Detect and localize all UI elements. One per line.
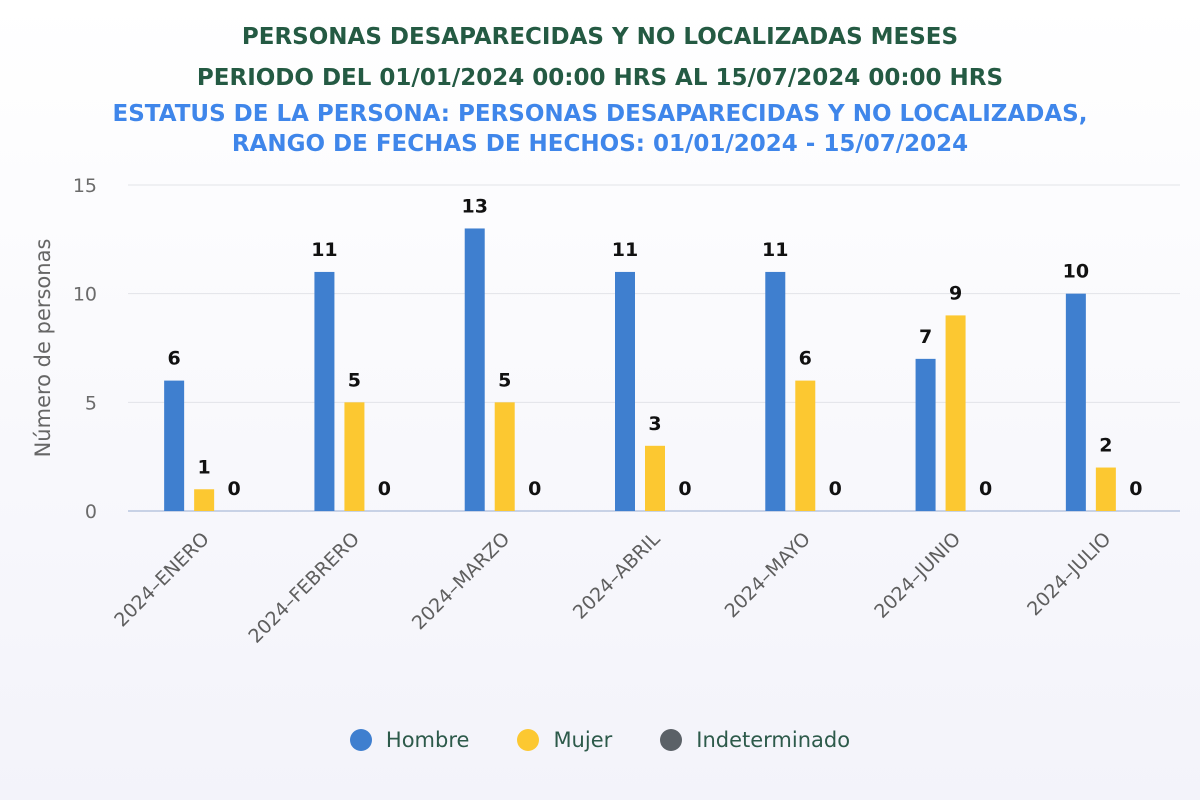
x-tick-label: 2024–JUNIO: [870, 528, 965, 623]
y-tick-label: 5: [85, 392, 97, 414]
data-label: 11: [311, 239, 337, 261]
bar-mujer[interactable]: [795, 380, 816, 511]
bar-mujer[interactable]: [494, 402, 515, 511]
data-label: 11: [612, 239, 638, 261]
legend-item-indeterminado[interactable]: Indeterminado: [660, 728, 850, 752]
data-label: 0: [378, 478, 391, 500]
legend-label: Mujer: [553, 728, 613, 752]
data-label: 0: [528, 478, 541, 500]
chart-period: PERIODO DEL 01/01/2024 00:00 HRS AL 15/0…: [196, 65, 1004, 91]
x-tick-label: 2024–ENERO: [110, 528, 213, 631]
data-label: 0: [228, 478, 241, 500]
data-label: 9: [949, 282, 962, 304]
bar-hombre[interactable]: [1065, 293, 1086, 511]
data-label: 3: [648, 413, 661, 435]
chart-subtitle-2: RANGO DE FECHAS DE HECHOS: 01/01/2024 - …: [231, 131, 969, 157]
legend-label: Hombre: [385, 728, 470, 752]
chart-title: PERSONAS DESAPARECIDAS Y NO LOCALIZADAS …: [241, 24, 959, 50]
x-tick-label: 2024–MAYO: [721, 528, 815, 622]
legend-swatch: [660, 729, 683, 751]
data-label: 6: [168, 348, 181, 370]
legend: Hombre Mujer Indeterminado: [0, 728, 1200, 752]
bar-mujer[interactable]: [194, 489, 215, 511]
y-tick-label: 15: [73, 175, 97, 197]
bar-hombre[interactable]: [164, 380, 185, 511]
data-label: 0: [1129, 478, 1142, 500]
x-tick-label: 2024–MARZO: [408, 528, 514, 634]
data-label: 5: [348, 369, 361, 391]
y-axis-label: Número de personas: [31, 239, 55, 458]
legend-item-mujer[interactable]: Mujer: [517, 728, 612, 752]
data-label: 11: [762, 239, 788, 261]
bar-mujer[interactable]: [945, 315, 966, 511]
bar-hombre[interactable]: [464, 228, 485, 511]
y-tick-label: 10: [73, 284, 97, 306]
bar-hombre[interactable]: [615, 271, 635, 511]
bar-hombre[interactable]: [314, 271, 335, 511]
legend-swatch: [349, 729, 372, 751]
data-label: 2: [1099, 435, 1112, 457]
data-label: 13: [461, 195, 487, 217]
legend-item-hombre[interactable]: Hombre: [349, 728, 470, 752]
data-label: 1: [198, 456, 211, 478]
legend-label: Indeterminado: [696, 728, 851, 752]
data-label: 10: [1063, 261, 1089, 283]
bar-hombre[interactable]: [765, 271, 786, 511]
bar-mujer[interactable]: [1095, 467, 1116, 511]
data-label: 7: [919, 326, 932, 348]
bar-mujer[interactable]: [645, 445, 665, 511]
x-tick-label: 2024–JULIO: [1023, 528, 1115, 620]
x-tick-label: 2024–FEBRERO: [244, 528, 364, 648]
data-label: 6: [799, 348, 812, 370]
bar-mujer[interactable]: [344, 402, 365, 511]
y-tick-label: 0: [85, 501, 97, 523]
legend-swatch: [517, 729, 540, 751]
chart-subtitle-1: ESTATUS DE LA PERSONA: PERSONAS DESAPARE…: [112, 101, 1088, 127]
data-label: 0: [979, 478, 992, 500]
x-tick-label: 2024–ABRIL: [569, 528, 665, 624]
data-label: 5: [498, 369, 511, 391]
data-label: 0: [678, 478, 691, 500]
bar-hombre[interactable]: [915, 358, 936, 511]
data-label: 0: [829, 478, 842, 500]
